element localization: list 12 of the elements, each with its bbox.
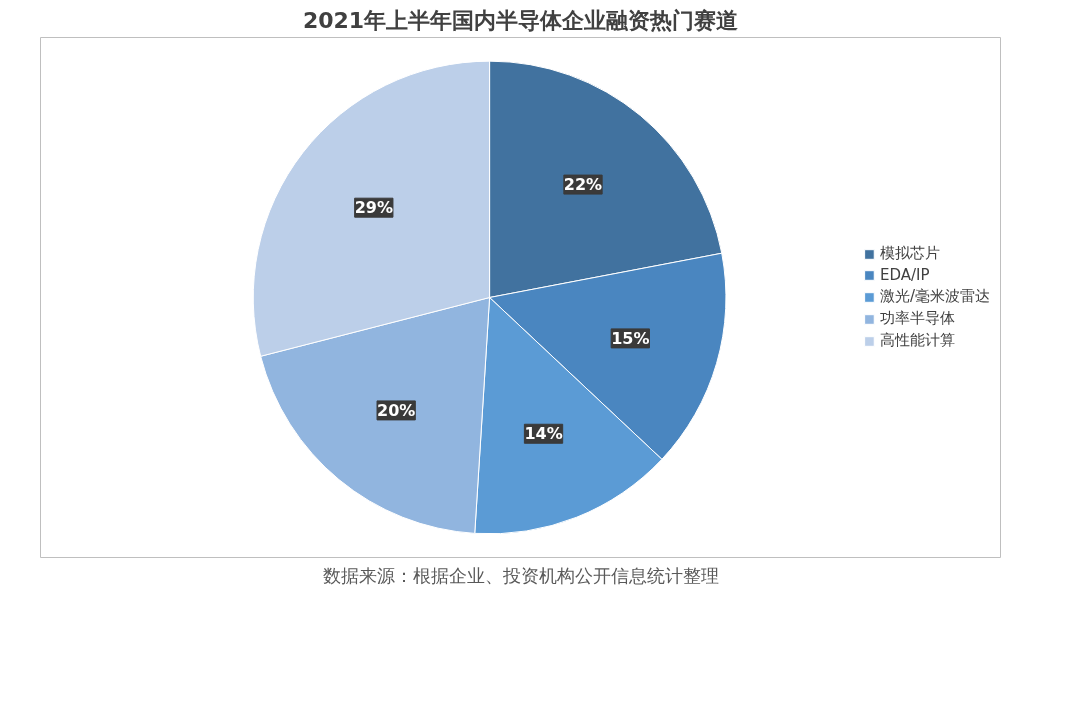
data-label: 14% [524,424,563,444]
legend-label: 高性能计算 [879,331,955,350]
data-label: 22% [563,175,603,195]
legend-label: 模拟芯片 [879,244,940,263]
data-label: 20% [377,400,416,420]
chart-title: 2021年上半年国内半导体企业融资热门赛道 [302,7,739,33]
legend-label: 功率半导体 [879,309,955,328]
legend-label: EDA/IP [879,266,930,284]
data-label: 29% [354,198,393,218]
data-label: 15% [611,328,650,348]
legend-label: 激光/毫米波雷达 [879,287,990,306]
source-note: 数据来源：根据企业、投资机构公开信息统计整理 [322,564,719,586]
